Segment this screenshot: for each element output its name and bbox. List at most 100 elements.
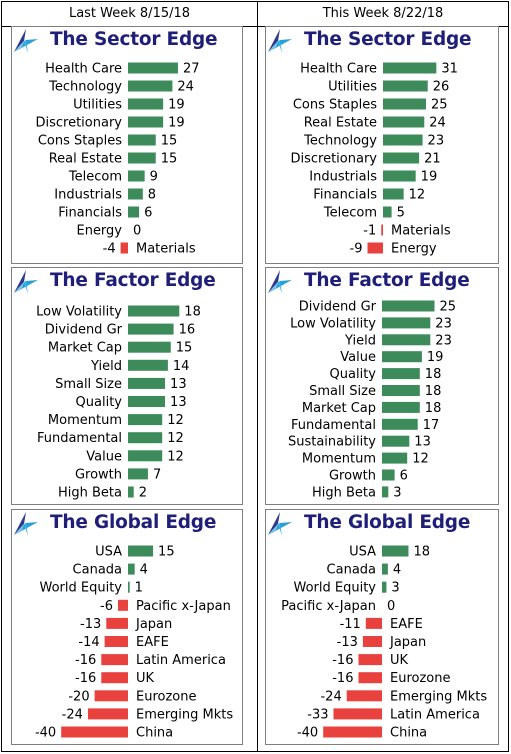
bar-positive: [382, 334, 431, 346]
value-label: 18: [425, 367, 442, 382]
category-label: Technology: [303, 134, 377, 149]
bar-negative: [358, 654, 382, 666]
value-label: 25: [431, 98, 448, 113]
value-label: 6: [400, 469, 408, 484]
value-label: -40: [297, 726, 318, 741]
bar-positive: [128, 80, 173, 92]
bar-positive: [128, 62, 178, 74]
value-label: 13: [170, 395, 187, 410]
category-label: USA: [349, 545, 376, 560]
value-label: -4: [103, 242, 116, 257]
bar-positive: [128, 563, 135, 575]
value-label: 17: [423, 418, 440, 433]
category-label: Low Volatility: [36, 305, 122, 320]
value-label: 0: [387, 599, 395, 614]
category-label: Latin America: [390, 707, 480, 722]
bar-positive: [128, 116, 164, 128]
value-label: -1: [363, 224, 376, 239]
category-label: Low Volatility: [290, 316, 376, 331]
value-label: 15: [176, 341, 193, 356]
category-label: Fundamental: [37, 431, 122, 446]
value-label: 23: [435, 333, 452, 348]
bar-negative: [362, 636, 382, 647]
bar-positive: [382, 563, 388, 575]
category-label: Market Cap: [48, 341, 122, 356]
bar-positive: [128, 545, 154, 557]
value-label: -33: [307, 707, 328, 722]
value-label: 18: [425, 384, 442, 399]
value-label: 0: [133, 224, 141, 239]
value-label: -16: [332, 671, 353, 686]
value-label: 18: [413, 545, 430, 560]
bar-positive: [383, 170, 416, 182]
value-label: 9: [150, 170, 158, 185]
category-label: UK: [390, 653, 409, 668]
bar-positive: [128, 170, 145, 182]
category-label: Latin America: [136, 653, 226, 668]
bar-positive: [383, 80, 428, 92]
category-label: China: [136, 726, 173, 741]
bar-positive: [382, 351, 422, 363]
bar-positive: [128, 377, 166, 389]
value-label: -11: [340, 617, 361, 632]
category-label: Canada: [73, 563, 122, 578]
bar-negative: [358, 672, 382, 684]
value-label: 1: [135, 581, 143, 596]
category-label: Yield: [90, 359, 122, 374]
category-label: Real Estate: [49, 152, 122, 167]
bar-positive: [383, 62, 437, 74]
bar-negative: [365, 617, 382, 629]
value-label: 15: [161, 134, 178, 149]
category-label: Eurozone: [136, 689, 196, 704]
bar-negative: [106, 617, 128, 629]
sector-edge-this-week-panel: The Sector Edge Health Care 31 Utilities 26 C…: [265, 26, 499, 264]
value-label: -40: [35, 726, 56, 741]
category-label: Discretionary: [290, 152, 377, 167]
value-label: 15: [158, 545, 175, 560]
category-label: Financials: [313, 188, 377, 203]
bar-negative: [104, 636, 128, 647]
value-label: 4: [140, 563, 148, 578]
compass-star-icon: [268, 270, 292, 294]
category-label: Japan: [389, 635, 426, 650]
category-label: Dividend Gr: [299, 300, 377, 315]
category-label: Yield: [344, 333, 376, 348]
value-label: 23: [428, 134, 445, 149]
panel-title: The Factor Edge: [50, 270, 216, 291]
bar-negative: [367, 242, 383, 254]
value-label: 19: [168, 116, 185, 131]
category-label: Small Size: [309, 384, 376, 399]
value-label: 12: [167, 449, 184, 464]
category-label: Industrials: [54, 188, 122, 203]
bar-positive: [382, 486, 389, 498]
category-label: Growth: [75, 467, 122, 482]
category-label: Telecom: [323, 206, 377, 221]
category-label: Utilities: [73, 98, 122, 113]
value-label: 18: [425, 401, 442, 416]
panel-title: The Sector Edge: [50, 29, 218, 50]
value-label: 4: [393, 563, 401, 578]
bar-negative: [117, 599, 128, 611]
bar-positive: [128, 305, 180, 317]
bar-positive: [128, 152, 156, 164]
bar-positive: [383, 152, 420, 164]
category-label: Pacific x-Japan: [136, 599, 231, 614]
category-label: Energy: [76, 224, 122, 239]
value-label: 19: [168, 98, 185, 113]
bar-positive: [383, 134, 423, 146]
value-label: -13: [337, 635, 358, 650]
value-label: -6: [100, 599, 113, 614]
bar-chart: Dividend Gr 25 Low Volatility 23 Yield 23 Valu…: [288, 300, 456, 501]
value-label: 14: [173, 359, 190, 374]
value-label: -16: [332, 653, 353, 668]
value-label: 19: [421, 170, 438, 185]
sector-edge-last-week-panel: The Sector Edge Health Care 27 Technology 24…: [11, 26, 243, 264]
category-label: Technology: [48, 80, 122, 95]
value-label: 2: [139, 486, 147, 501]
value-label: -24: [62, 707, 83, 722]
bar-positive: [128, 134, 156, 146]
bar-positive: [128, 206, 140, 218]
value-label: 3: [393, 485, 401, 500]
value-label: 12: [409, 188, 426, 203]
category-label: High Beta: [58, 486, 122, 501]
